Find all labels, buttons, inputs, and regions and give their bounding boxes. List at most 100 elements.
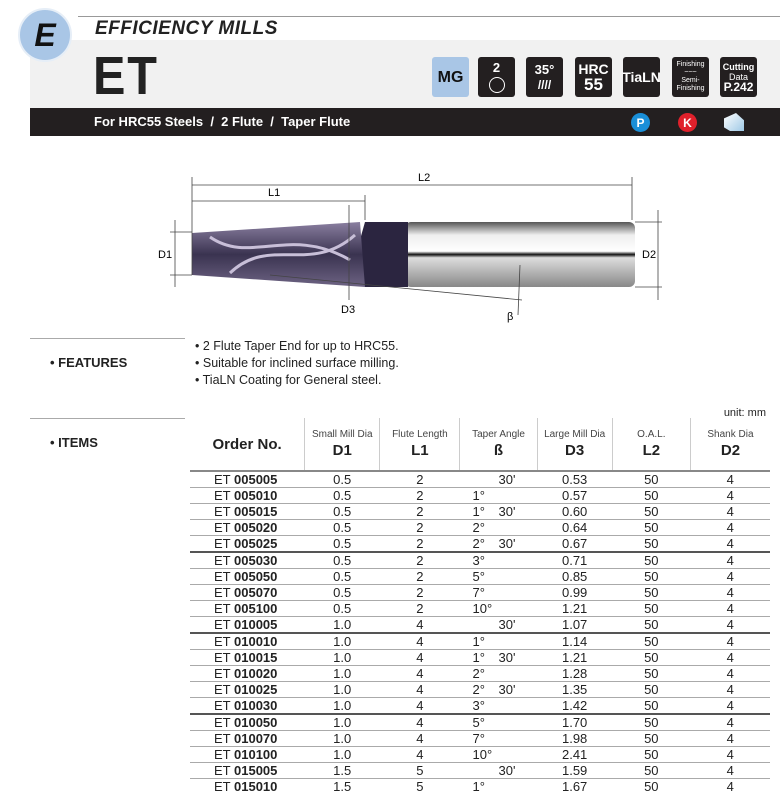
order-no: ET 005020 <box>190 519 305 536</box>
cell-d1: 0.5 <box>304 503 380 520</box>
col-sym: D2 <box>720 442 741 459</box>
series-title: EFFICIENCY MILLS <box>95 18 278 39</box>
order-prefix: ET <box>214 488 231 503</box>
d1-label: D1 <box>158 249 172 261</box>
cell-l2: 50 <box>612 568 691 585</box>
cell-taper: 5° <box>459 714 538 731</box>
cell-taper: 1° <box>459 633 538 650</box>
cell-d2: 4 <box>690 471 770 488</box>
cell-l2: 50 <box>612 616 691 634</box>
order-code: 010015 <box>234 650 278 665</box>
taper-deg: 1° <box>472 650 485 665</box>
cell-d3: 1.07 <box>537 616 613 634</box>
order-no: ET 015005 <box>190 762 305 779</box>
cell-l1: 4 <box>379 746 460 763</box>
cell-taper: 10° <box>459 746 538 763</box>
cell-d2: 4 <box>690 714 770 731</box>
table-row: ET 010025 1.0 4 2° 30' 1.35 50 4 <box>190 681 770 698</box>
col-sym: L1 <box>411 442 429 459</box>
cell-d3: 0.64 <box>537 519 613 536</box>
col-sym: D3 <box>565 442 585 459</box>
cell-l2: 50 <box>612 503 691 520</box>
order-code: 005100 <box>234 601 278 616</box>
order-code: 010005 <box>234 617 278 632</box>
col-sub: Taper Angle <box>472 429 525 440</box>
cell-d2: 4 <box>690 487 770 504</box>
cutting-data-link[interactable]: Cutting Data P.242 <box>720 57 757 97</box>
cell-d2: 4 <box>690 616 770 634</box>
table-row: ET 005070 0.5 2 7° 0.99 50 4 <box>190 584 770 601</box>
cell-l1: 4 <box>379 697 460 715</box>
order-code: 010070 <box>234 731 278 746</box>
unit-label: unit: mm <box>723 407 766 419</box>
taper-min: 30' <box>498 504 516 519</box>
order-prefix: ET <box>214 520 231 535</box>
feature-text: TiaLN Coating for General steel. <box>202 373 382 387</box>
taper-deg: 1° <box>472 488 485 503</box>
col-l2: O.A.L. L2 <box>612 418 691 472</box>
cell-l2: 50 <box>612 584 691 601</box>
cell-d1: 1.0 <box>304 681 380 698</box>
cell-d1: 1.5 <box>304 762 380 779</box>
material-badge: MG <box>432 57 469 97</box>
col-d2: Shank Dia D2 <box>690 418 770 472</box>
cell-d3: 1.21 <box>537 649 613 666</box>
coating-badge: TiaLN <box>622 57 661 97</box>
order-code: 005030 <box>234 553 278 568</box>
items-label-text: ITEMS <box>58 435 98 450</box>
model-title: ET <box>93 46 159 106</box>
order-prefix: ET <box>214 504 231 519</box>
l1-label: L1 <box>268 187 280 199</box>
cell-d3: 1.59 <box>537 762 613 779</box>
order-no: ET 005005 <box>190 471 305 488</box>
features-label: • FEATURES <box>50 355 128 370</box>
order-code: 005010 <box>234 488 278 503</box>
col-sym: ß <box>493 442 504 459</box>
cell-d1: 1.0 <box>304 746 380 763</box>
taper-deg: 10° <box>472 601 493 616</box>
taper-min: 30' <box>498 536 516 551</box>
order-code: 005020 <box>234 520 278 535</box>
cell-taper: 5° <box>459 568 538 585</box>
cell-d2: 4 <box>690 584 770 601</box>
cell-taper: 2° 30' <box>459 681 538 698</box>
cell-l1: 2 <box>379 568 460 585</box>
semi-finishing-text: Semi-Finishing <box>676 77 705 92</box>
order-no: ET 010030 <box>190 697 305 715</box>
cell-l1: 2 <box>379 552 460 569</box>
cell-l1: 5 <box>379 762 460 779</box>
table-row: ET 005020 0.5 2 2° 0.64 50 4 <box>190 519 770 536</box>
cell-taper: 1° <box>459 487 538 504</box>
wave-icon: ~~~ <box>684 69 697 76</box>
cell-l2: 50 <box>612 552 691 569</box>
hrc-value: 55 <box>584 75 603 94</box>
feature-item: • Suitable for inclined surface milling. <box>195 356 399 370</box>
order-no: ET 005050 <box>190 568 305 585</box>
beta-label: β <box>507 311 513 323</box>
order-code: 010025 <box>234 682 278 697</box>
cell-d3: 1.14 <box>537 633 613 650</box>
taper-deg: 5° <box>472 569 485 584</box>
order-no: ET 005070 <box>190 584 305 601</box>
taper-deg: 2° <box>472 536 485 551</box>
order-no: ET 005025 <box>190 535 305 553</box>
d2-label: D2 <box>642 249 656 261</box>
table-row: ET 010020 1.0 4 2° 1.28 50 4 <box>190 665 770 682</box>
cell-l1: 2 <box>379 584 460 601</box>
table-row: ET 010100 1.0 4 10° 2.41 50 4 <box>190 746 770 763</box>
taper-min: 30' <box>498 763 516 778</box>
cell-d3: 1.28 <box>537 665 613 682</box>
feature-item: • TiaLN Coating for General steel. <box>195 373 382 387</box>
cell-taper: 3° <box>459 552 538 569</box>
col-sub: Shank Dia <box>707 429 754 440</box>
cell-d1: 0.5 <box>304 600 380 617</box>
neck <box>350 222 408 287</box>
order-prefix: ET <box>214 536 231 551</box>
order-prefix: ET <box>214 779 231 791</box>
cell-d2: 4 <box>690 503 770 520</box>
cell-l2: 50 <box>612 487 691 504</box>
col-taper: Taper Angle ß <box>459 418 538 472</box>
cell-d2: 4 <box>690 568 770 585</box>
order-no: ET 005010 <box>190 487 305 504</box>
flutes-badge: 2 <box>478 57 515 97</box>
